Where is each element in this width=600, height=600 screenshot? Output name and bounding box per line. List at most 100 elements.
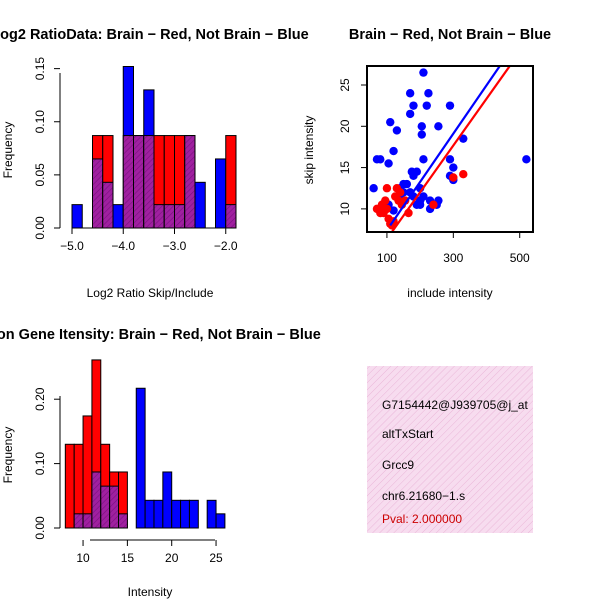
y-tick-label: 10 xyxy=(338,202,352,216)
overlap-bar xyxy=(122,135,134,229)
not-brain-point xyxy=(424,89,433,98)
scatter-x-axis-label: include intensity xyxy=(407,286,492,300)
brain-fit-line xyxy=(391,66,511,232)
overlap-bar xyxy=(109,485,120,529)
not-brain-bar xyxy=(215,513,226,529)
x-tick-label: 300 xyxy=(443,251,463,265)
y-tick-label: 15 xyxy=(338,161,352,175)
not-brain-point xyxy=(389,146,398,156)
overlap-bar xyxy=(184,135,196,229)
brain-point xyxy=(382,184,392,193)
intensity-x-axis-label: Intensity xyxy=(128,585,173,599)
overlap-bar xyxy=(118,513,128,529)
brain-point xyxy=(396,188,405,197)
not-brain-point xyxy=(445,155,455,164)
not-brain-point xyxy=(369,184,378,193)
not-brain-point xyxy=(417,122,426,131)
brain-point xyxy=(429,200,438,209)
x-tick-label: 15 xyxy=(121,551,135,565)
not-brain-fit-line xyxy=(389,66,501,227)
not-brain-point xyxy=(412,200,421,209)
not-brain-bar xyxy=(215,158,227,229)
y-tick-label: 0.00 xyxy=(33,516,47,540)
brain-bar xyxy=(82,415,93,529)
not-brain-bar xyxy=(188,499,199,529)
not-brain-bar xyxy=(171,499,182,529)
overlap-bar xyxy=(163,204,175,229)
intensity-histogram-panel: Exon Gene Itensity: Brain − Red, Not Bra… xyxy=(0,327,321,599)
x-tick-label: 20 xyxy=(165,551,179,565)
not-brain-point xyxy=(409,171,418,181)
overlap-bar xyxy=(82,513,93,529)
y-tick-label: 0.20 xyxy=(33,387,47,411)
x-tick-label: 100 xyxy=(377,251,397,265)
not-brain-point xyxy=(419,155,428,164)
overlap-bar xyxy=(153,204,165,229)
info-panel: G7154442@J939705@j_at altTxStart Grcc9 c… xyxy=(367,366,533,533)
y-tick-label: 0.05 xyxy=(33,163,47,187)
x-tick-label: 25 xyxy=(209,551,223,565)
scatter-plot-box xyxy=(366,65,534,233)
not-brain-point xyxy=(522,155,531,164)
not-brain-point xyxy=(392,126,402,135)
not-brain-point xyxy=(405,89,415,98)
y-tick-label: 0.15 xyxy=(33,57,47,81)
ratio-histogram-panel: Log2 RatioData: Brain − Red, Not Brain −… xyxy=(0,27,309,300)
ratio-histogram-title: Log2 RatioData: Brain − Red, Not Brain −… xyxy=(0,27,309,43)
brain-point xyxy=(449,173,458,182)
x-tick-label: −3.0 xyxy=(163,239,187,253)
intensity-histogram-title: Exon Gene Itensity: Brain − Red, Not Bra… xyxy=(0,327,321,343)
brain-point xyxy=(459,169,468,179)
y-tick-label: 0.10 xyxy=(33,110,47,134)
intensity-y-axis-label: Frequency xyxy=(1,427,15,484)
brain-point xyxy=(379,208,388,218)
not-brain-bar xyxy=(112,204,124,229)
x-tick-label: −4.0 xyxy=(111,239,135,253)
event-type-text: altTxStart xyxy=(382,427,434,441)
not-brain-bar xyxy=(194,181,206,229)
location-text: chr6.21680−1.s xyxy=(382,489,465,503)
not-brain-point xyxy=(417,130,426,139)
probe-id-text: G7154442@J939705@j_at xyxy=(382,398,528,412)
y-tick-label: 0.10 xyxy=(33,452,47,476)
pval-text: Pval: 2.000000 xyxy=(382,512,462,526)
x-tick-label: −2.0 xyxy=(214,239,238,253)
brain-point xyxy=(381,196,390,205)
not-brain-point xyxy=(376,155,385,164)
ratio-y-axis-label: Frequency xyxy=(1,122,15,179)
not-brain-point xyxy=(459,134,468,143)
gene-name-text: Grcc9 xyxy=(382,458,414,472)
not-brain-bar xyxy=(71,204,83,229)
y-tick-label: 20 xyxy=(338,119,352,133)
not-brain-point xyxy=(449,163,458,172)
x-tick-label: −5.0 xyxy=(60,239,84,253)
overlap-bar xyxy=(174,204,186,229)
not-brain-point xyxy=(419,68,428,77)
overlap-bar xyxy=(92,158,104,229)
not-brain-point xyxy=(384,159,393,168)
y-tick-label: 25 xyxy=(338,78,352,92)
overlap-bar xyxy=(225,204,237,229)
not-brain-point xyxy=(402,179,412,189)
ratio-x-axis-label: Log2 Ratio Skip/Include xyxy=(87,286,214,300)
x-tick-label: 10 xyxy=(76,551,90,565)
not-brain-point xyxy=(409,101,418,110)
not-brain-point xyxy=(405,109,415,119)
not-brain-point xyxy=(422,101,431,110)
scatter-y-axis-label: skip intensity xyxy=(302,116,316,185)
not-brain-point xyxy=(445,101,455,110)
x-tick-label: 500 xyxy=(510,251,530,265)
not-brain-point xyxy=(386,117,395,127)
overlap-bar xyxy=(100,485,111,529)
overlap-bar xyxy=(133,135,145,229)
brain-point xyxy=(400,196,410,205)
overlap-bar xyxy=(73,513,84,529)
overlap-bar xyxy=(143,135,155,229)
scatter-title: Brain − Red, Not Brain − Blue xyxy=(349,27,551,43)
overlap-bar xyxy=(102,181,114,229)
not-brain-bar xyxy=(144,499,155,529)
not-brain-point xyxy=(434,122,443,131)
overlap-bar xyxy=(91,471,102,529)
info-panel-background xyxy=(367,366,533,533)
brain-bar xyxy=(64,443,75,529)
